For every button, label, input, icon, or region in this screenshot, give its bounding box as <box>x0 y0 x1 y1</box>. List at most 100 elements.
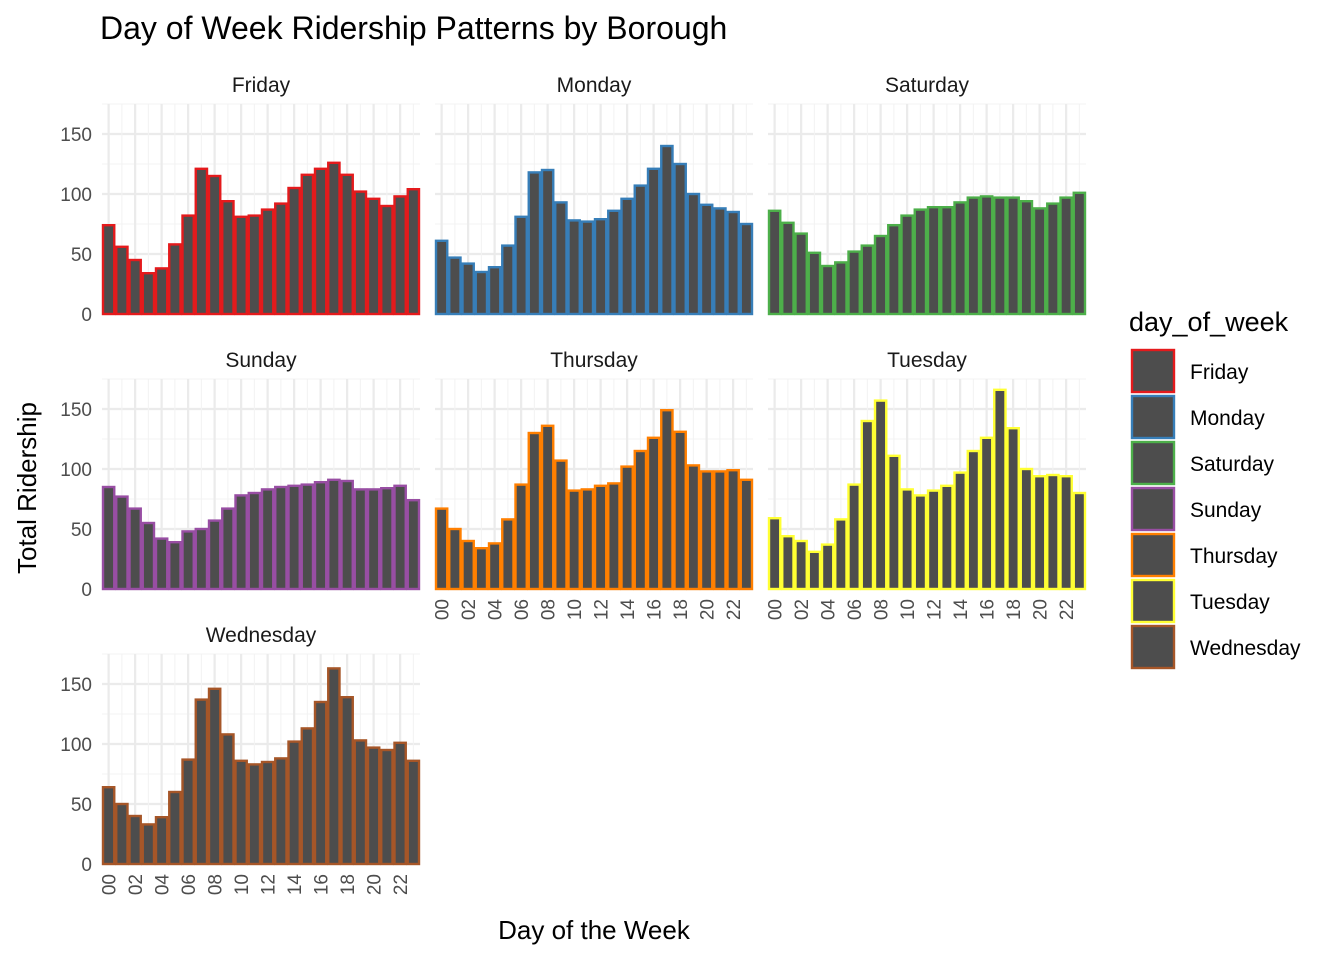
bar-tuesday-08 <box>873 399 888 591</box>
bar-monday-02 <box>461 262 475 316</box>
bar-friday-01 <box>115 245 129 316</box>
bar-tuesday-09 <box>887 454 901 591</box>
bar-sunday-06 <box>181 530 195 591</box>
bar-tuesday-10 <box>900 488 914 591</box>
bar-monday-13 <box>607 209 621 316</box>
bar-saturday-10 <box>900 214 914 316</box>
bar-monday-06 <box>514 215 528 316</box>
facet-label: Monday <box>557 74 632 97</box>
bar-wednesday-04 <box>154 816 169 866</box>
bar-thursday-03 <box>474 547 489 591</box>
y-tick-label: 150 <box>60 675 92 696</box>
x-tick-label: 06 <box>512 599 533 620</box>
facet-sunday: Sunday 0 50 100 150 <box>60 349 421 601</box>
bar-thursday-02 <box>461 539 475 591</box>
bar-wednesday-15 <box>300 727 315 866</box>
bar-friday-18 <box>340 173 354 316</box>
bar-thursday-13 <box>607 482 621 591</box>
bar-sunday-00 <box>101 485 116 591</box>
bar-wednesday-10 <box>234 759 248 866</box>
bar-monday-18 <box>673 162 687 316</box>
x-tick-label: 22 <box>391 874 412 895</box>
bar-tuesday-23 <box>1072 491 1087 591</box>
x-tick-label: 20 <box>698 599 719 620</box>
bar-wednesday-08 <box>207 687 222 866</box>
bar-sunday-23 <box>406 499 421 591</box>
bar-monday-16 <box>646 167 661 316</box>
bar-wednesday-00 <box>101 786 116 866</box>
bar-thursday-18 <box>673 430 687 591</box>
bar-saturday-02 <box>794 232 808 316</box>
x-tick-label: 10 <box>898 599 919 620</box>
bar-monday-08 <box>540 168 555 316</box>
bar-monday-03 <box>474 270 489 316</box>
bar-saturday-00 <box>767 209 782 316</box>
bar-thursday-14 <box>620 465 634 591</box>
bar-monday-05 <box>501 244 515 316</box>
facet-label: Sunday <box>225 349 297 372</box>
bar-wednesday-18 <box>340 696 354 866</box>
bar-saturday-04 <box>820 264 835 316</box>
bar-wednesday-20 <box>366 746 381 866</box>
y-tick-label: 100 <box>60 735 92 756</box>
bar-sunday-17 <box>327 478 341 591</box>
bar-friday-06 <box>181 214 195 316</box>
bar-sunday-15 <box>300 483 315 591</box>
bar-tuesday-16 <box>979 436 994 591</box>
bar-wednesday-19 <box>353 739 368 866</box>
x-tick-label: 18 <box>338 874 359 895</box>
bar-saturday-16 <box>979 195 994 316</box>
bar-thursday-04 <box>487 542 502 591</box>
y-tick-label: 0 <box>81 305 92 326</box>
bar-saturday-06 <box>847 250 861 316</box>
bar-wednesday-12 <box>260 760 275 866</box>
bar-saturday-12 <box>926 205 941 316</box>
x-tick-label: 18 <box>671 599 692 620</box>
bar-sunday-08 <box>207 519 222 591</box>
x-tick-label: 10 <box>232 874 253 895</box>
x-tick-label: 10 <box>565 599 586 620</box>
bar-saturday-03 <box>807 251 822 316</box>
bar-thursday-01 <box>448 527 462 591</box>
bar-friday-08 <box>207 174 222 316</box>
bar-tuesday-05 <box>834 518 848 591</box>
legend-key-tuesday <box>1130 578 1176 624</box>
bar-tuesday-15 <box>966 449 981 591</box>
bar-wednesday-22 <box>393 741 407 866</box>
bar-wednesday-05 <box>168 790 182 866</box>
legend-label-friday: Friday <box>1190 361 1249 384</box>
bar-thursday-17 <box>660 409 674 591</box>
bar-monday-15 <box>633 184 648 316</box>
x-tick-label: 12 <box>925 599 946 620</box>
facet-label: Saturday <box>885 74 970 97</box>
bar-saturday-17 <box>993 196 1007 316</box>
bar-monday-01 <box>448 256 462 316</box>
legend: day_of_week Friday Monday Saturday Sunday Th… <box>1129 307 1301 670</box>
legend-label-saturday: Saturday <box>1190 453 1275 476</box>
legend-label-sunday: Sunday <box>1190 499 1262 522</box>
legend-key-sunday <box>1130 486 1176 532</box>
bar-wednesday-03 <box>141 823 156 866</box>
y-tick-label: 150 <box>60 125 92 146</box>
bar-tuesday-19 <box>1019 467 1034 591</box>
bar-sunday-18 <box>340 479 354 591</box>
x-tick-label: 18 <box>1004 599 1025 620</box>
bar-friday-21 <box>380 204 394 316</box>
x-tick-label: 16 <box>978 599 999 620</box>
bar-thursday-05 <box>501 518 515 591</box>
facet-saturday: Saturday <box>767 74 1087 316</box>
bar-wednesday-17 <box>327 667 341 866</box>
bar-sunday-20 <box>366 488 381 591</box>
bar-monday-09 <box>554 201 568 316</box>
legend-label-thursday: Thursday <box>1190 545 1278 568</box>
bar-monday-12 <box>593 217 608 316</box>
bar-friday-22 <box>393 195 407 316</box>
bar-thursday-08 <box>540 424 555 591</box>
bar-saturday-18 <box>1006 196 1020 316</box>
bar-sunday-22 <box>393 484 407 591</box>
bar-thursday-21 <box>713 470 727 591</box>
bar-saturday-23 <box>1072 191 1087 316</box>
x-tick-label: 08 <box>872 599 893 620</box>
x-axis-title: Day of the Week <box>498 915 691 945</box>
